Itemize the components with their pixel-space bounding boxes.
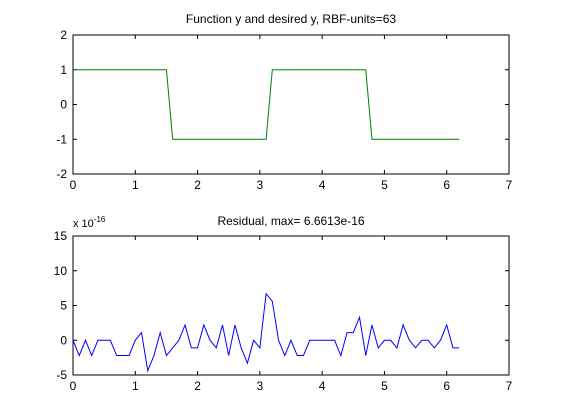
x-tick-labels: 0 1 2 3 4 5 6 7 (70, 178, 513, 192)
y-tick-label: 0 (60, 333, 67, 347)
x-tick-label: 5 (381, 379, 388, 393)
y-tick-label: 5 (60, 299, 67, 313)
x-tick-label: 5 (381, 178, 388, 192)
plot-area (72, 235, 510, 376)
series-line (72, 292, 460, 373)
axis-scale-exponent: -16 (94, 215, 106, 224)
x-tick-label: 1 (132, 178, 139, 192)
tick-marks (72, 34, 510, 175)
x-tick-label: 7 (506, 178, 513, 192)
x-tick-label: 3 (257, 178, 264, 192)
axis-scale-base: x 10 (73, 218, 94, 230)
y-tick-label: 2 (60, 28, 67, 42)
series-line (73, 69, 460, 140)
y-tick-labels: -2 -1 0 1 2 (56, 28, 67, 181)
x-tick-label: 2 (194, 379, 201, 393)
y-tick-label: 1 (60, 63, 67, 77)
y-tick-label: 15 (54, 229, 68, 243)
x-tick-label: 0 (70, 379, 77, 393)
subplot-residual: Residual, max= 6.6613e-16 x 10-16 0 1 2 3 4 5… (54, 214, 513, 393)
y-tick-label: -1 (56, 132, 67, 146)
tick-marks (72, 235, 510, 376)
y-tick-label: 0 (60, 98, 67, 112)
x-tick-labels: 0 1 2 3 4 5 6 7 (70, 379, 513, 393)
x-tick-label: 4 (319, 178, 326, 192)
x-tick-label: 0 (70, 178, 77, 192)
x-tick-label: 4 (319, 379, 326, 393)
subplot-function: Function y and desired y, RBF-units=63 0… (56, 12, 512, 192)
x-tick-label: 1 (132, 379, 139, 393)
x-tick-label: 6 (443, 379, 450, 393)
plot-area (72, 34, 510, 175)
y-tick-label: -2 (56, 167, 67, 181)
chart-title: Residual, max= 6.6613e-16 (217, 214, 364, 228)
chart-title: Function y and desired y, RBF-units=63 (186, 12, 397, 26)
x-tick-label: 6 (443, 178, 450, 192)
y-tick-label: -5 (56, 368, 67, 382)
x-tick-label: 2 (194, 178, 201, 192)
y-tick-label: 10 (54, 264, 68, 278)
x-tick-label: 3 (257, 379, 264, 393)
axis-scale-label: x 10-16 (73, 215, 106, 230)
x-tick-label: 7 (506, 379, 513, 393)
y-tick-labels: -5 0 5 10 15 (54, 229, 68, 382)
